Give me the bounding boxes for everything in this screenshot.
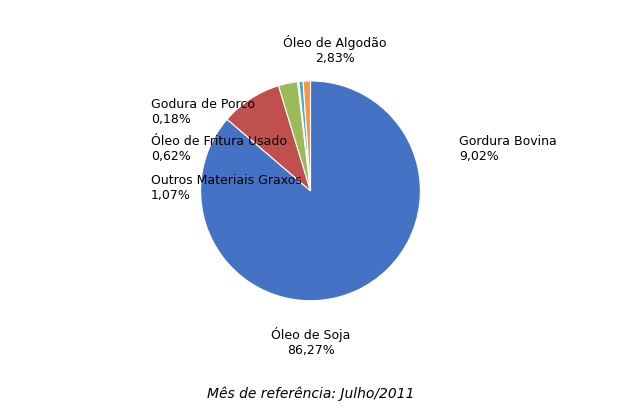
Text: Outros Materiais Graxos
1,07%: Outros Materiais Graxos 1,07%: [151, 173, 302, 202]
Text: Óleo de Fritura Usado
0,62%: Óleo de Fritura Usado 0,62%: [151, 135, 287, 163]
Text: Óleo de Algodão
2,83%: Óleo de Algodão 2,83%: [283, 35, 386, 65]
Wedge shape: [201, 81, 420, 301]
Wedge shape: [227, 86, 310, 191]
Text: Óleo de Soja
86,27%: Óleo de Soja 86,27%: [271, 328, 350, 357]
Wedge shape: [303, 81, 310, 191]
Wedge shape: [278, 82, 310, 191]
Text: Gordura Bovina
9,02%: Gordura Bovina 9,02%: [459, 135, 556, 163]
Wedge shape: [299, 81, 310, 191]
Text: Mês de referência: Julho/2011: Mês de referência: Julho/2011: [207, 387, 414, 401]
Text: Godura de Porco
0,18%: Godura de Porco 0,18%: [151, 98, 255, 126]
Wedge shape: [297, 81, 310, 191]
